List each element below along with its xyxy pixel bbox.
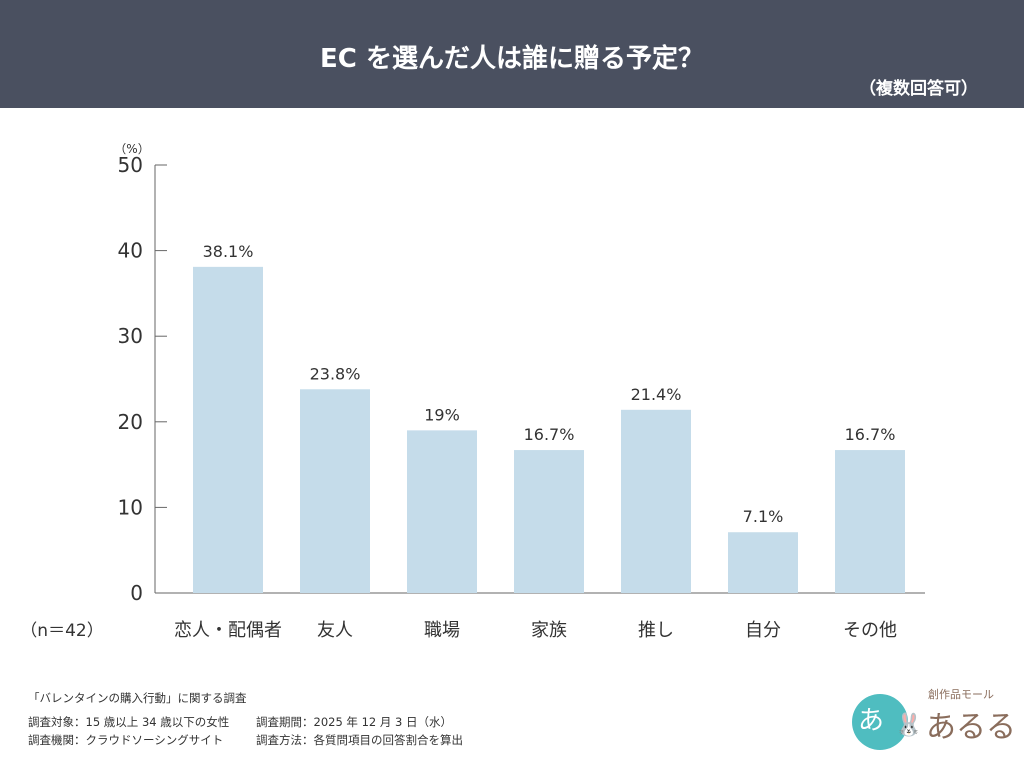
bar (514, 450, 584, 593)
logo-name: あるる (926, 710, 1016, 745)
svg-text:🐰: 🐰 (895, 712, 922, 738)
survey-method: 調査方法：各質問項目の回答割合を算出 (256, 733, 463, 747)
svg-text:あ: あ (858, 706, 884, 736)
data-label: 16.7% (524, 425, 575, 444)
logo: あ 🐰 創作品モール あるる (850, 684, 1020, 754)
data-label: 21.4% (631, 385, 682, 404)
x-tick-label: 推し (638, 620, 674, 641)
y-tick-label: 30 (118, 324, 143, 348)
y-tick-label: 20 (118, 410, 143, 434)
bar (621, 409, 691, 593)
data-label: 19% (424, 405, 460, 424)
bar (728, 532, 798, 593)
chart-subtitle: （複数回答可） (859, 79, 978, 99)
y-axis-unit: （%） (114, 142, 149, 156)
survey-period: 調査期間：2025 年 12 月 3 日（水） (256, 715, 452, 729)
y-tick-label: 10 (118, 495, 143, 519)
y-tick-label: 40 (118, 239, 143, 263)
x-tick-label: 恋人・配偶者 (174, 619, 282, 641)
sample-size: （n＝42） (20, 621, 103, 641)
header: EC を選んだ人は誰に贈る予定？ （複数回答可） (0, 0, 1024, 108)
data-label: 16.7% (845, 425, 896, 444)
y-tick-label: 0 (130, 581, 143, 605)
x-tick-label: その他 (843, 620, 897, 641)
x-tick-label: 友人 (317, 620, 353, 641)
bar (407, 430, 477, 593)
x-tick-label: 家族 (531, 620, 567, 641)
survey-agency: 調査機関：クラウドソーシングサイト (28, 733, 224, 747)
bar (300, 389, 370, 593)
data-label: 38.1% (203, 242, 254, 261)
bar-chart: （%） 0 10 20 30 40 50 38.1% 恋人・配偶者 23.8% 友人 19% 職場 16.… (20, 142, 925, 641)
chart-title: EC を選んだ人は誰に贈る予定？ (320, 44, 704, 74)
x-tick-label: 自分 (745, 620, 781, 641)
y-tick-label: 50 (118, 153, 143, 177)
data-label: 23.8% (310, 364, 361, 383)
survey-target: 調査対象：15 歳以上 34 歳以下の女性 (28, 715, 230, 729)
bar (193, 266, 263, 593)
bar (835, 450, 905, 593)
survey-name: 「バレンタインの購入行動」に関する調査 (28, 691, 247, 705)
data-label: 7.1% (743, 507, 784, 526)
x-tick-label: 職場 (424, 620, 460, 641)
logo-tagline: 創作品モール (928, 688, 994, 701)
